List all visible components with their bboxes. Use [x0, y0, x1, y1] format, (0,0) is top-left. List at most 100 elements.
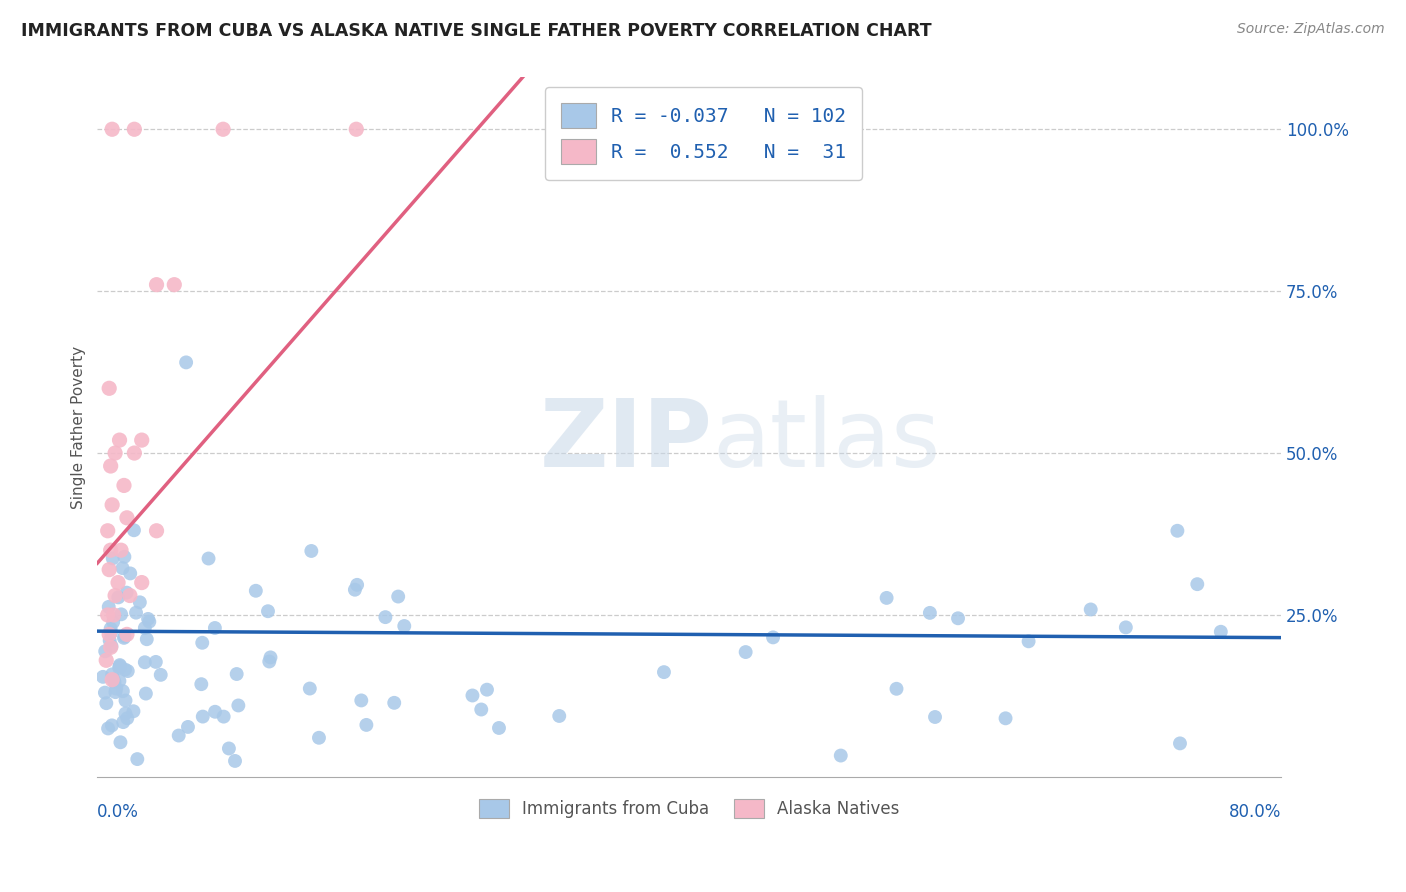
- Point: [346, 578, 368, 592]
- Point: [104, 589, 127, 603]
- Point: [212, 122, 235, 136]
- Point: [105, 681, 128, 696]
- Point: [120, 566, 142, 581]
- Point: [191, 709, 214, 723]
- Point: [98, 627, 121, 641]
- Point: [112, 478, 135, 492]
- Point: [298, 681, 321, 696]
- Point: [97, 722, 120, 736]
- Point: [114, 693, 136, 707]
- Point: [128, 595, 150, 609]
- Point: [212, 709, 235, 723]
- Point: [125, 606, 148, 620]
- Point: [374, 610, 396, 624]
- Point: [1166, 524, 1188, 538]
- Point: [100, 639, 122, 653]
- Point: [108, 659, 131, 673]
- Legend: Immigrants from Cuba, Alaska Natives: Immigrants from Cuba, Alaska Natives: [472, 792, 907, 824]
- Point: [734, 645, 756, 659]
- Point: [117, 664, 139, 678]
- Point: [394, 619, 416, 633]
- Point: [98, 381, 121, 395]
- Text: 80.0%: 80.0%: [1229, 803, 1281, 821]
- Point: [886, 681, 908, 696]
- Point: [257, 604, 280, 618]
- Point: [924, 710, 946, 724]
- Point: [122, 704, 145, 718]
- Point: [994, 711, 1017, 725]
- Point: [475, 682, 498, 697]
- Point: [115, 585, 138, 599]
- Point: [876, 591, 898, 605]
- Text: atlas: atlas: [713, 395, 941, 487]
- Point: [114, 706, 136, 721]
- Point: [191, 636, 214, 650]
- Point: [174, 355, 197, 369]
- Point: [259, 655, 281, 669]
- Point: [356, 718, 378, 732]
- Point: [124, 446, 146, 460]
- Point: [918, 606, 941, 620]
- Point: [652, 665, 675, 680]
- Point: [110, 607, 132, 622]
- Point: [344, 122, 367, 136]
- Point: [149, 668, 172, 682]
- Text: Source: ZipAtlas.com: Source: ZipAtlas.com: [1237, 22, 1385, 37]
- Point: [135, 687, 157, 701]
- Point: [343, 582, 366, 597]
- Point: [1187, 577, 1209, 591]
- Point: [103, 673, 125, 687]
- Point: [107, 575, 129, 590]
- Point: [108, 660, 131, 674]
- Point: [108, 433, 131, 447]
- Point: [1168, 736, 1191, 750]
- Point: [91, 670, 114, 684]
- Point: [308, 731, 330, 745]
- Point: [946, 611, 969, 625]
- Point: [1080, 602, 1102, 616]
- Point: [100, 622, 122, 636]
- Point: [134, 621, 156, 635]
- Point: [1209, 624, 1232, 639]
- Point: [103, 607, 125, 622]
- Point: [112, 715, 135, 730]
- Point: [100, 543, 122, 558]
- Point: [204, 705, 226, 719]
- Point: [97, 524, 120, 538]
- Point: [97, 599, 120, 614]
- Point: [101, 551, 124, 566]
- Point: [190, 677, 212, 691]
- Point: [101, 718, 124, 732]
- Point: [488, 721, 510, 735]
- Point: [94, 644, 117, 658]
- Point: [110, 543, 132, 558]
- Point: [100, 458, 122, 473]
- Point: [114, 663, 136, 677]
- Point: [145, 277, 167, 292]
- Point: [96, 696, 118, 710]
- Point: [104, 446, 127, 460]
- Point: [127, 752, 149, 766]
- Point: [138, 615, 160, 629]
- Point: [461, 689, 484, 703]
- Point: [115, 627, 138, 641]
- Point: [136, 612, 159, 626]
- Point: [1018, 634, 1040, 648]
- Point: [167, 729, 190, 743]
- Point: [101, 667, 124, 681]
- Point: [114, 630, 136, 644]
- Point: [103, 675, 125, 690]
- Point: [387, 590, 409, 604]
- Point: [124, 122, 146, 136]
- Point: [122, 523, 145, 537]
- Point: [470, 702, 492, 716]
- Point: [228, 698, 250, 713]
- Point: [101, 122, 124, 136]
- Point: [115, 511, 138, 525]
- Point: [218, 741, 240, 756]
- Text: 0.0%: 0.0%: [97, 803, 139, 821]
- Point: [118, 589, 141, 603]
- Point: [135, 632, 157, 647]
- Y-axis label: Single Father Poverty: Single Father Poverty: [72, 345, 86, 508]
- Point: [225, 667, 247, 681]
